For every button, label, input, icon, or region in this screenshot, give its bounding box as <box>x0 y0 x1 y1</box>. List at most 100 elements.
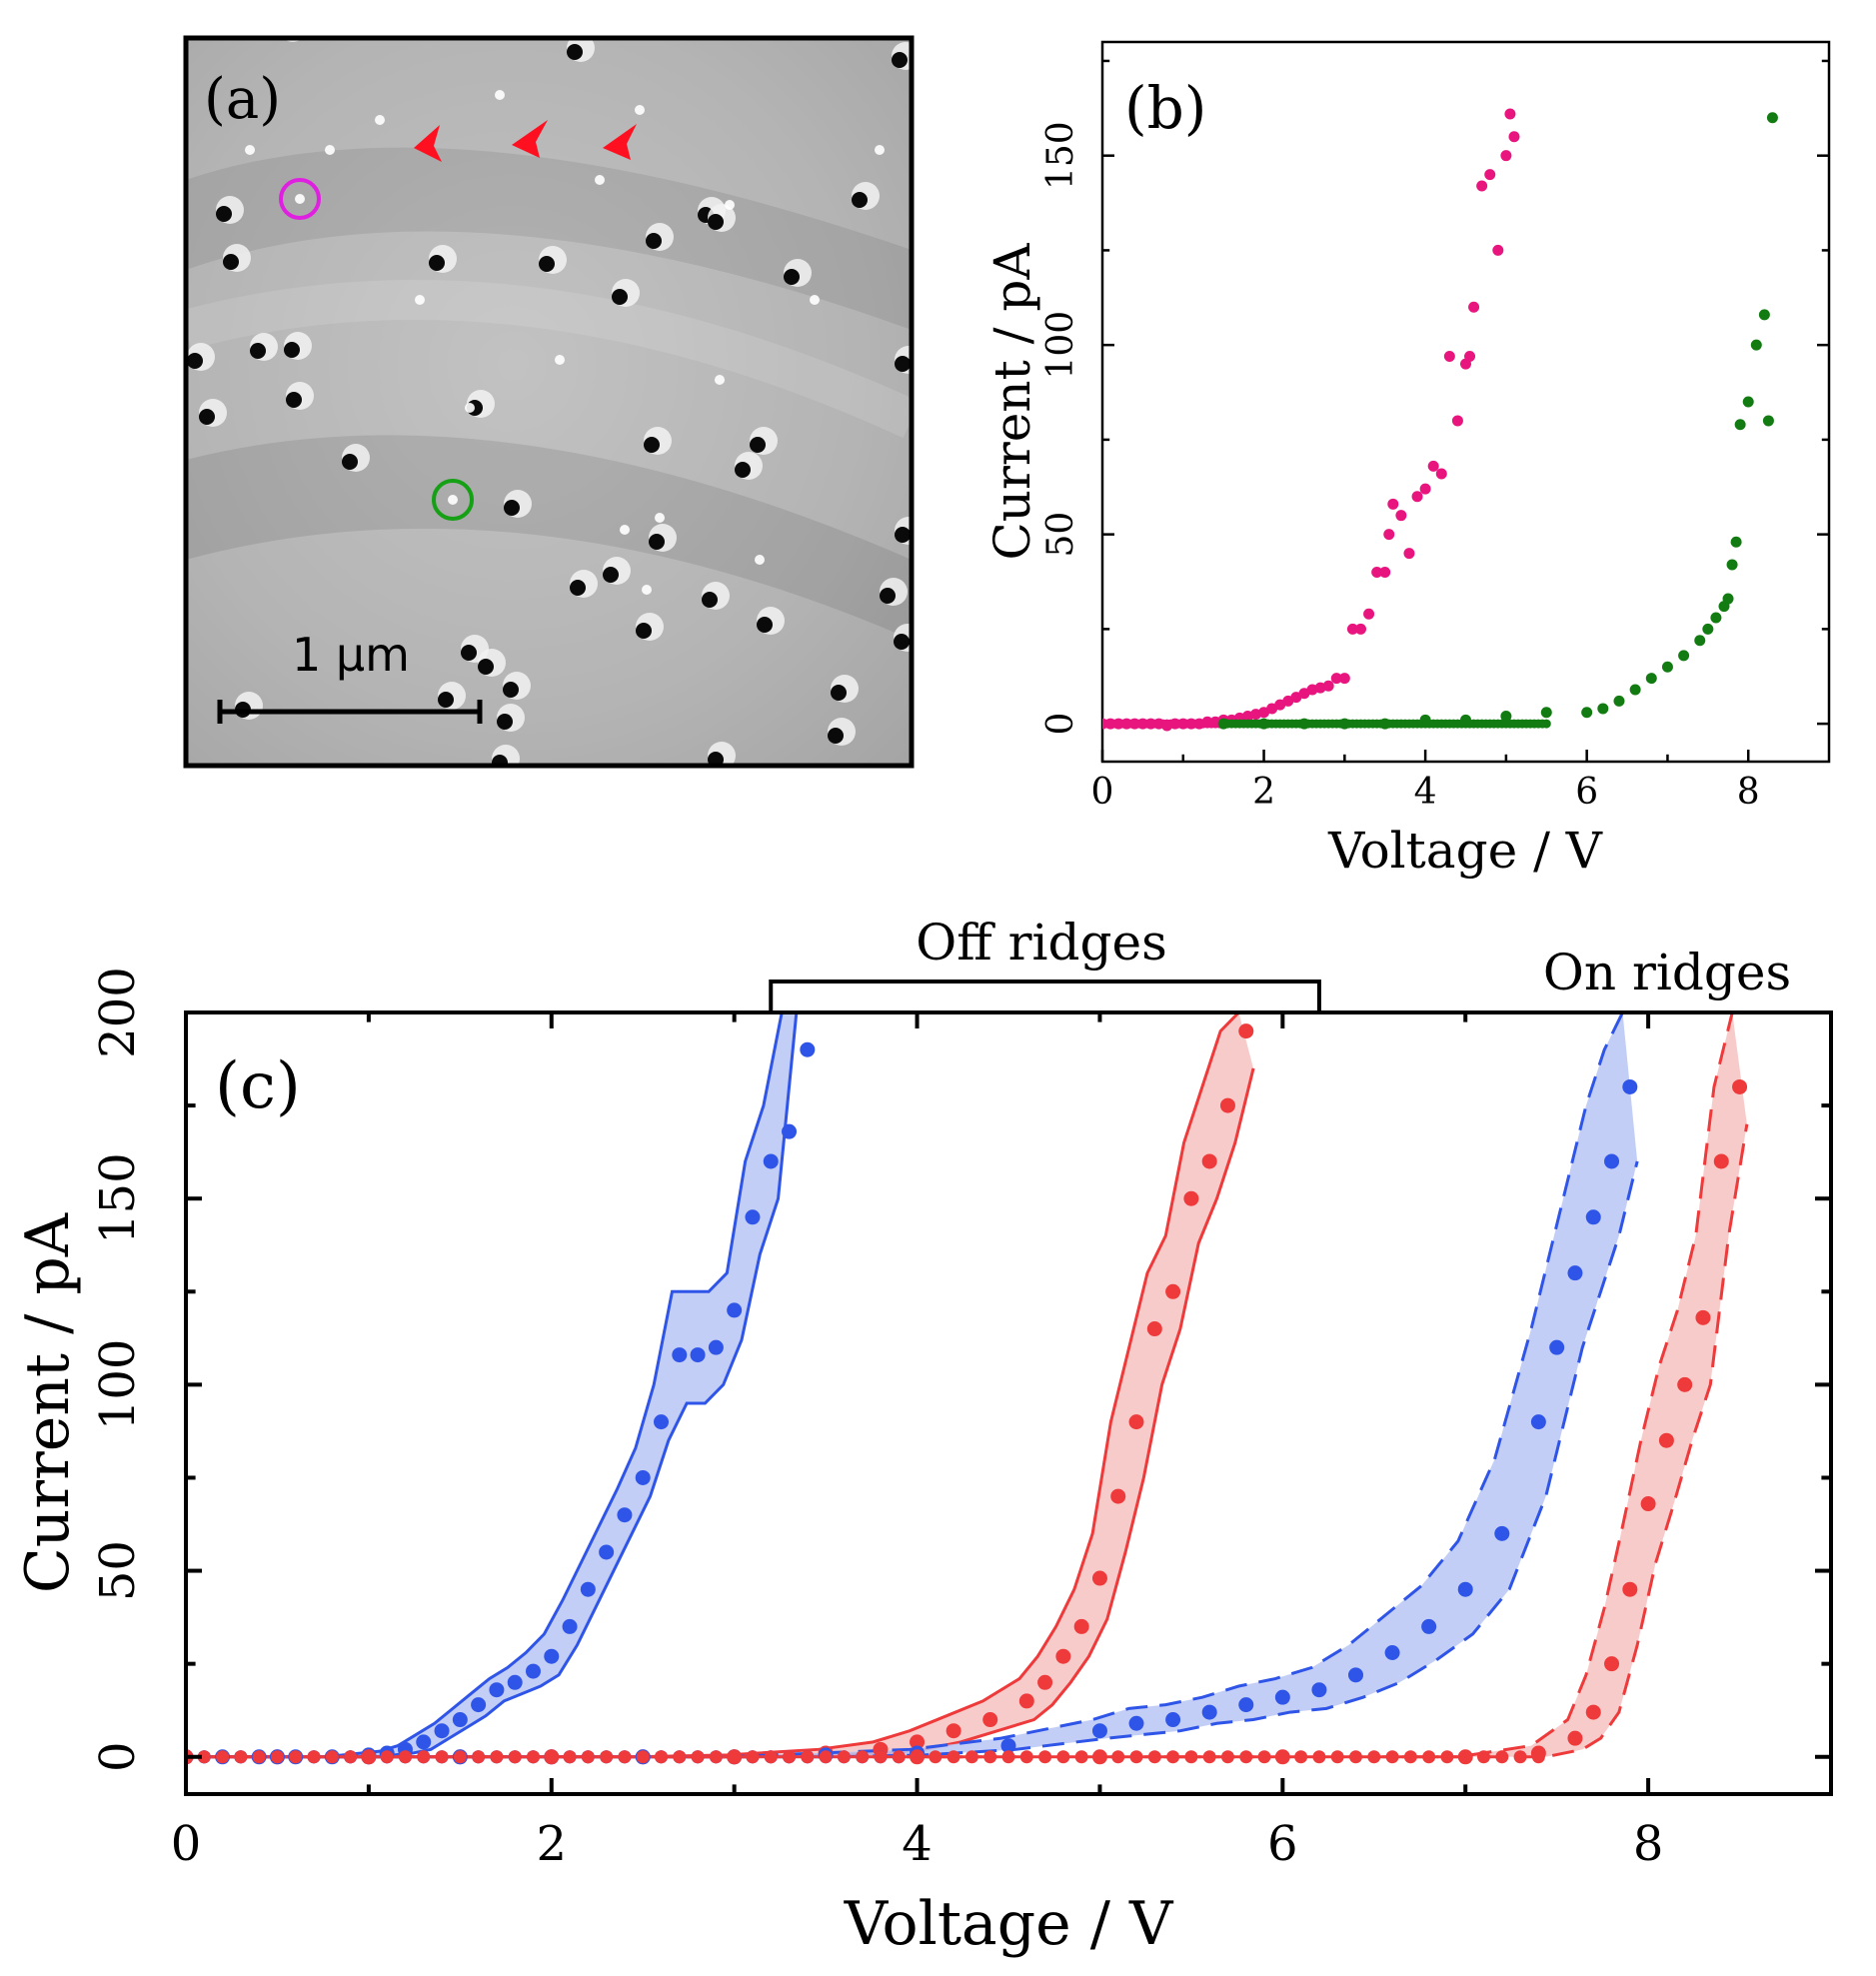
c-series-0-point <box>800 1041 816 1057</box>
c-series-3-baseline-point <box>526 1750 540 1764</box>
c-series-0-point <box>562 1618 578 1634</box>
c-series-3-baseline-point <box>691 1750 705 1764</box>
afm-particle <box>286 392 302 408</box>
c-series-3-baseline-point <box>1294 1750 1308 1764</box>
b-series-0-point <box>1443 351 1455 363</box>
b-series-0-point <box>1322 680 1334 692</box>
b-series-0-point <box>1371 567 1383 579</box>
afm-particle <box>216 206 232 222</box>
c-series-3-baseline-point <box>1458 1750 1472 1764</box>
panel-b-axes: 0 2 4 6 8 0 50 100 150 <box>1040 59 1829 813</box>
b-series-0-point <box>1508 131 1520 143</box>
c-series-0-point <box>672 1347 688 1363</box>
afm-bright-spot <box>495 90 505 100</box>
c-series-3-baseline-point <box>307 1750 321 1764</box>
panel-b-data <box>1102 108 1778 732</box>
afm-particle <box>284 342 300 358</box>
b-series-0-point <box>1451 415 1463 427</box>
b-series-1-point <box>1645 673 1657 685</box>
c-series-0-point <box>434 1723 450 1739</box>
y-tick-label: 50 <box>90 1540 146 1601</box>
c-series-3-baseline-point <box>1477 1750 1491 1764</box>
afm-particle <box>895 356 911 372</box>
afm-bright-spot <box>595 175 605 185</box>
b-series-1-point <box>1540 707 1552 719</box>
afm-particle <box>880 588 896 604</box>
afm-particle <box>497 714 513 730</box>
c-series-0-band-lower <box>193 1012 816 1759</box>
afm-particle <box>187 353 203 369</box>
afm-bright-spot <box>448 495 458 505</box>
afm-particle <box>708 752 724 766</box>
afm-image-frame <box>183 35 915 769</box>
b-series-0-point <box>1354 623 1366 635</box>
x-tick-label: 8 <box>1633 1816 1664 1872</box>
x-tick-label: 6 <box>1575 772 1598 813</box>
c-series-2-point <box>1311 1682 1327 1698</box>
c-series-0-point <box>690 1347 706 1363</box>
c-series-2-point <box>1549 1339 1565 1355</box>
afm-ridge-shadow <box>186 147 912 330</box>
b-series-0-point <box>1411 491 1423 503</box>
c-series-3-baseline-point <box>1147 1750 1161 1764</box>
b-series-0-point <box>1346 623 1358 635</box>
c-series-3-baseline-point <box>1129 1750 1143 1764</box>
afm-particle <box>828 728 844 744</box>
c-series-3-baseline-point <box>270 1750 284 1764</box>
x-tick-label: 8 <box>1737 772 1760 813</box>
c-series-1-point <box>1037 1674 1053 1690</box>
red-arrowhead-marker <box>603 124 637 160</box>
y-tick-label: 100 <box>90 1339 146 1431</box>
c-series-3-baseline-point <box>1001 1750 1015 1764</box>
c-series-3-baseline-point <box>344 1750 358 1764</box>
c-series-3-baseline-point <box>801 1750 815 1764</box>
y-tick-label: 0 <box>1040 713 1081 736</box>
c-series-0-point <box>745 1209 761 1225</box>
c-series-3-baseline-point <box>964 1750 978 1764</box>
b-series-0-point <box>1383 529 1395 541</box>
c-series-2-point <box>1347 1667 1363 1683</box>
afm-particle <box>636 623 652 639</box>
c-series-3-baseline-point <box>472 1750 486 1764</box>
c-series-3-baseline-point <box>252 1750 266 1764</box>
panel-b-x-axis-title: Voltage / V <box>1327 822 1603 880</box>
b-series-1-point <box>1730 536 1742 548</box>
c-series-1-point <box>1091 1570 1107 1586</box>
c-series-3-baseline-point <box>1239 1750 1253 1764</box>
c-series-1-point <box>910 1734 926 1750</box>
c-series-3-baseline-point <box>234 1750 248 1764</box>
panel-c-chart: 0 2 4 6 8 0 50 100 150 200 (c) Voltage / V Curren… <box>13 914 1833 1959</box>
c-series-0-point <box>525 1663 541 1679</box>
c-series-2-band <box>186 1012 1638 1757</box>
c-series-3-baseline-point <box>435 1750 449 1764</box>
b-series-0-point <box>1419 483 1431 495</box>
afm-bright-spot <box>415 295 425 305</box>
off-ridges-bracket <box>769 980 1321 1011</box>
c-series-3-point <box>1677 1376 1693 1392</box>
c-series-3-baseline-point <box>1348 1750 1362 1764</box>
b-series-0-point <box>1464 351 1476 363</box>
afm-particle <box>504 500 520 516</box>
c-series-3-baseline-point <box>216 1750 230 1764</box>
afm-particle <box>342 454 358 470</box>
c-series-3-baseline-point <box>508 1750 522 1764</box>
afm-particle <box>831 685 847 701</box>
b-series-1-point <box>1722 593 1734 605</box>
c-series-3-baseline-point <box>618 1750 632 1764</box>
c-series-3-baseline-point <box>929 1750 942 1764</box>
afm-bright-spot <box>715 375 725 385</box>
afm-particle <box>757 617 773 633</box>
c-series-2-point <box>1622 1078 1638 1094</box>
x-tick-label: 0 <box>171 1816 202 1872</box>
c-series-1-band-lower <box>193 1067 1255 1759</box>
b-series-1-point <box>1613 695 1625 707</box>
afm-bright-spot <box>725 200 735 210</box>
b-series-0-point <box>1468 301 1480 313</box>
c-series-3-baseline-point <box>490 1750 504 1764</box>
c-series-3-point <box>1622 1581 1638 1597</box>
c-series-2-point <box>1494 1525 1510 1541</box>
c-series-3-point <box>1658 1432 1674 1448</box>
b-series-1-point <box>1500 711 1512 723</box>
c-series-3-baseline-point <box>1440 1750 1454 1764</box>
c-series-2-point <box>1128 1715 1144 1731</box>
